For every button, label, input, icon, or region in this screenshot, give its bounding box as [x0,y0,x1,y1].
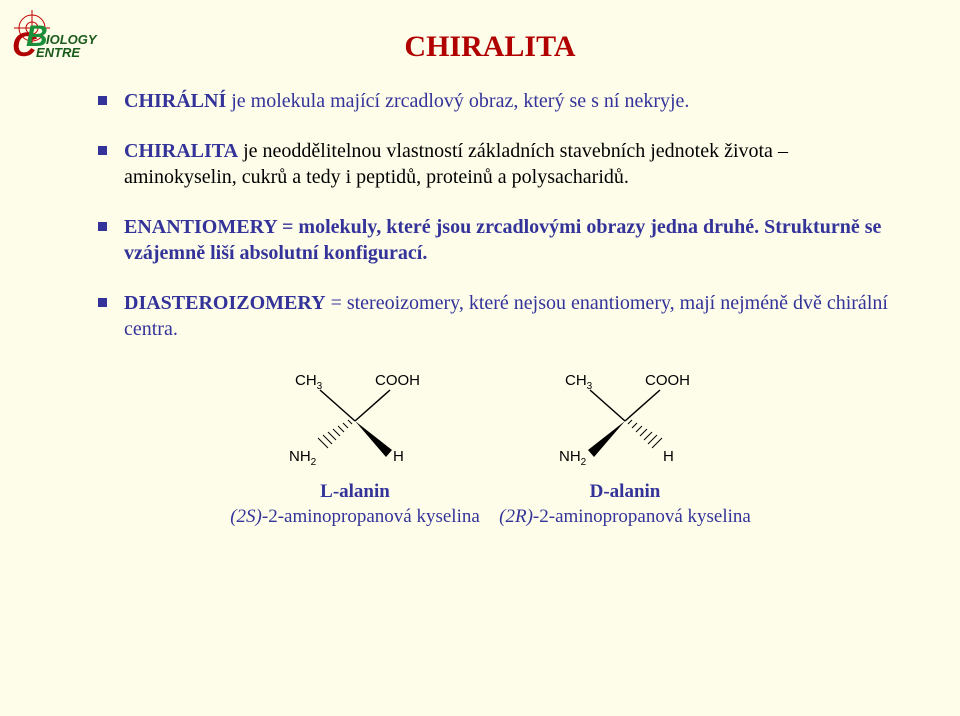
molecule-left: CH3 COOH NH2 H L-alanin (2S)-2-aminoprop… [275,366,435,529]
bullet-3: ENANTIOMERY = molekuly, které jsou zrcad… [90,214,890,266]
bullet-2: CHIRALITA je neoddělitelnou vlastností z… [90,138,890,190]
mol-left-ch3: CH3 [295,372,322,392]
bullet-list: CHIRÁLNÍ je molekula mající zrcadlový ob… [90,88,890,342]
molecule-left-structure: CH3 COOH NH2 H [275,366,435,476]
bullet-2-term: CHIRALITA [124,140,238,162]
molecule-right-structure: CH3 COOH NH2 H [545,366,705,476]
mol-right-iupac: (2R)-2-aminopropanová kyselina [465,505,785,530]
mol-right-ch3: CH3 [565,372,592,392]
logo-text-bottom: ENTRE [36,45,80,60]
mol-right-nh2: NH2 [559,448,586,468]
bullet-1-term: CHIRÁLNÍ [124,90,226,112]
slide: C B IOLOGY ENTRE CHIRALITA CHIRÁLNÍ je m… [0,0,960,716]
mol-right-h: H [663,448,674,465]
logo: C B IOLOGY ENTRE [6,6,106,66]
bullet-4: DIASTEROIZOMERY = stereoizomery, které n… [90,290,890,342]
bullet-1: CHIRÁLNÍ je molekula mající zrcadlový ob… [90,88,890,114]
mol-right-cooh: COOH [645,372,690,389]
bullet-1-text: je molekula mající zrcadlový obraz, kter… [226,90,689,112]
bullet-4-term: DIASTEROIZOMERY [124,292,326,314]
mol-right-name: D-alanin [465,480,785,505]
molecule-right-caption: D-alanin (2R)-2-aminopropanová kyselina [465,480,785,529]
molecule-right: CH3 COOH NH2 H D-alanin (2R)-2-aminoprop… [545,366,705,529]
molecules-row: CH3 COOH NH2 H L-alanin (2S)-2-aminoprop… [90,366,890,529]
mol-left-nh2: NH2 [289,448,316,468]
mol-left-h: H [393,448,404,465]
bullet-3-term: ENANTIOMERY [124,216,277,238]
mol-left-cooh: COOH [375,372,420,389]
page-title: CHIRALITA [90,30,890,64]
